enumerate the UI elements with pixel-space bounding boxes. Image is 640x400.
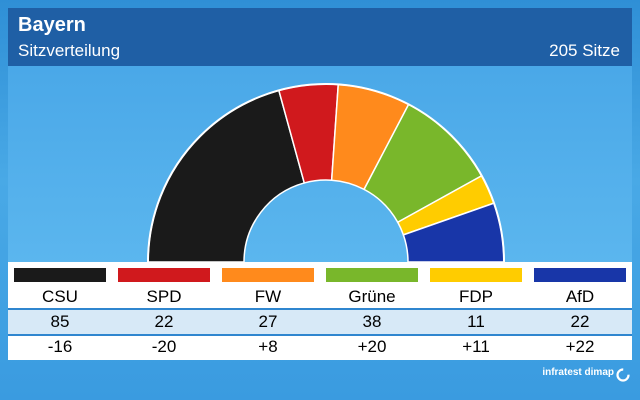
party-seats: 22 — [570, 312, 590, 331]
source-label: infratest dimap — [542, 367, 614, 378]
party-name: AfD — [565, 287, 595, 306]
party-column-spd: SPD 22 -20 — [114, 262, 214, 360]
party-seats: 22 — [154, 312, 174, 331]
party-color-swatch — [14, 268, 106, 282]
party-change: +8 — [258, 337, 278, 356]
party-seats: 38 — [362, 312, 382, 331]
party-column-afd: AfD 22 +22 — [530, 262, 630, 360]
party-name: FW — [254, 287, 282, 306]
party-seats: 11 — [467, 312, 485, 331]
party-name: Grüne — [348, 287, 396, 306]
chart-area — [8, 66, 632, 262]
party-column-gruene: Grüne 38 +20 — [322, 262, 422, 360]
page-subtitle: Sitzverteilung — [18, 41, 121, 60]
party-change: +20 — [357, 337, 387, 356]
party-name: CSU — [42, 287, 78, 306]
party-name: FDP — [459, 287, 493, 306]
party-column-fw: FW 27 +8 — [218, 262, 318, 360]
party-change: +11 — [462, 337, 490, 356]
party-change: -20 — [151, 337, 177, 356]
party-color-swatch — [118, 268, 210, 282]
party-name: SPD — [146, 287, 182, 306]
table-divider — [8, 308, 632, 310]
seat-row-band — [8, 309, 632, 334]
seat-segment-csu — [147, 89, 306, 262]
table-divider — [8, 334, 632, 336]
party-column-csu: CSU 85 -16 — [10, 262, 110, 360]
party-color-swatch — [430, 268, 522, 282]
party-change: -16 — [47, 337, 73, 356]
total-seats-label: 205 Sitze — [549, 41, 620, 60]
party-color-swatch — [534, 268, 626, 282]
party-color-swatch — [326, 268, 418, 282]
hemicycle-rim — [147, 83, 505, 262]
party-change: +22 — [565, 337, 595, 356]
hemicycle-chart — [147, 83, 505, 262]
page-title: Bayern — [18, 14, 86, 36]
party-seats: 85 — [50, 312, 70, 331]
infratest-logo-icon — [616, 368, 630, 382]
results-table: CSU 85 -16 SPD 22 -20 FW 27 +8 Grüne 38 … — [8, 262, 632, 360]
party-color-swatch — [222, 268, 314, 282]
header: Bayern Sitzverteilung 205 Sitze — [8, 8, 632, 66]
party-seats: 27 — [258, 312, 278, 331]
party-column-fdp: FDP 11 +11 — [426, 262, 526, 360]
